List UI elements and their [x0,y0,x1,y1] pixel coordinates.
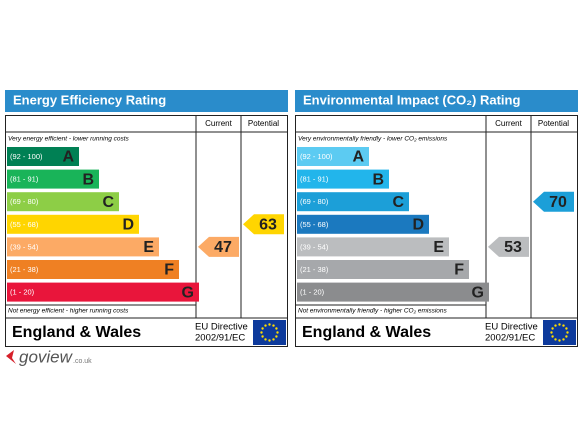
title-bar [295,90,578,112]
eu-star [275,335,278,338]
band-letter: C [102,194,114,211]
rating-band [297,192,409,212]
band-letter: D [412,217,424,234]
rating-value: 63 [259,217,277,234]
rating-band [7,260,179,279]
band-letter: A [352,149,364,166]
eu-star [260,331,263,334]
top-note: Very energy efficient - lower running co… [8,136,130,143]
band-range: (55 - 68) [10,220,39,229]
band-letter: C [392,194,404,211]
rating-arrow [198,236,239,257]
rating-arrow [488,236,529,257]
footer-directive: EU Directive [485,322,538,333]
rating-value: 47 [214,239,232,256]
eu-star [272,338,275,341]
eu-star [562,324,565,327]
footer-directive: 2002/91/EC [195,333,245,344]
eu-star [268,323,271,326]
eu-star [550,331,553,334]
rating-band [297,147,369,166]
eu-star [264,338,267,341]
band-letter: F [164,262,174,279]
rating-arrow [533,191,574,212]
eu-star [558,323,561,326]
eu-star [272,324,275,327]
eu-star [264,324,267,327]
footer-directive: EU Directive [195,322,248,333]
band-range: (69 - 80) [300,197,329,206]
eu-star [562,338,565,341]
band-letter: G [472,284,484,301]
band-letter: E [143,239,154,256]
rating-band [297,260,469,279]
band-range: (39 - 54) [300,242,329,251]
rating-band [7,147,79,166]
rating-band [7,282,199,302]
rating-band [7,214,139,234]
bottom-note: Not environmentally friendly - higher CO… [298,308,448,315]
band-range: (69 - 80) [10,197,39,206]
logo-suffix: .co.uk [73,358,92,365]
band-letter: E [433,239,444,256]
band-range: (1 - 20) [10,288,35,297]
band-range: (92 - 100) [300,152,333,161]
band-range: (21 - 38) [10,265,39,274]
band-letter: D [122,217,134,234]
top-note: Very environmentally friendly - lower CO… [298,136,448,143]
rating-arrow [243,214,284,235]
eu-star [261,327,264,330]
title-bar [5,90,288,112]
eu-star [565,335,568,338]
band-range: (55 - 68) [300,220,329,229]
column-header: Potential [538,119,569,128]
panel-frame [295,115,578,347]
band-letter: B [372,171,384,188]
band-range: (1 - 20) [300,288,325,297]
column-header: Current [205,119,232,128]
band-range: (39 - 54) [10,242,39,251]
eu-star [261,335,264,338]
band-letter: G [182,284,194,301]
band-letter: B [82,171,94,188]
eu-star [566,331,569,334]
footer-region: England & Wales [12,324,141,341]
panel-frame [5,115,288,347]
panel-title: Energy Efficiency Rating [13,92,166,107]
eu-star [276,331,279,334]
rating-band [297,282,489,302]
rating-value: 70 [549,194,567,211]
rating-band [297,169,389,189]
band-letter: F [454,262,464,279]
eu-star [565,327,568,330]
logo-icon [6,350,16,364]
band-range: (21 - 38) [300,265,329,274]
eu-star [554,338,557,341]
bottom-note: Not energy efficient - higher running co… [8,308,129,315]
rating-band [7,192,119,212]
logo-name: goview [19,347,74,366]
rating-band [7,237,159,257]
eu-star [268,339,271,342]
eu-star [554,324,557,327]
rating-band [297,237,449,257]
panel-title: Environmental Impact (CO₂) Rating [303,92,520,107]
eu-star [551,327,554,330]
rating-band [297,214,429,234]
footer-directive: 2002/91/EC [485,333,535,344]
eu-star [551,335,554,338]
eu-star [275,327,278,330]
band-range: (81 - 91) [300,175,329,184]
footer-region: England & Wales [302,324,431,341]
column-header: Potential [248,119,279,128]
rating-value: 53 [504,239,522,256]
band-letter: A [62,149,74,166]
band-range: (92 - 100) [10,152,43,161]
band-range: (81 - 91) [10,175,39,184]
column-header: Current [495,119,522,128]
rating-band [7,169,99,189]
eu-star [558,339,561,342]
